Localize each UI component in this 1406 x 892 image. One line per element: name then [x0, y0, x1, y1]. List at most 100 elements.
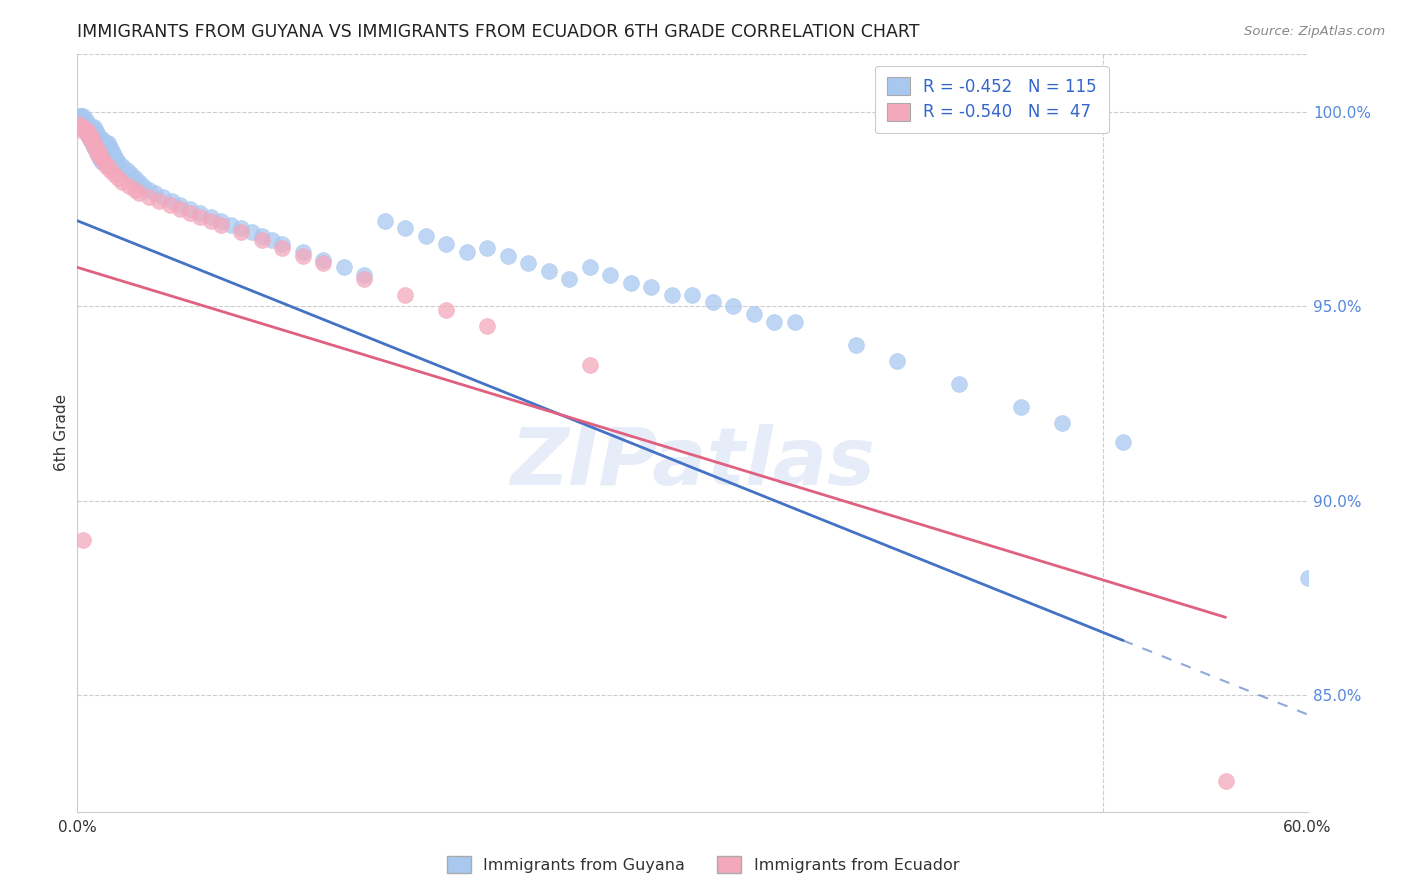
- Point: [89, 136, 111, 150]
- Point: [79, 132, 101, 146]
- Point: [72, 120, 94, 135]
- Point: [231, 226, 253, 240]
- Point: [101, 144, 124, 158]
- Point: [271, 241, 294, 255]
- Point: [456, 244, 478, 259]
- Point: [415, 229, 437, 244]
- Point: [67, 109, 90, 123]
- Y-axis label: 6th Grade: 6th Grade: [53, 394, 69, 471]
- Point: [67, 116, 90, 130]
- Point: [80, 128, 103, 143]
- Point: [353, 272, 375, 286]
- Point: [763, 315, 786, 329]
- Point: [72, 116, 94, 130]
- Point: [394, 221, 416, 235]
- Point: [1215, 773, 1237, 788]
- Point: [1296, 571, 1319, 585]
- Point: [250, 233, 273, 247]
- Point: [87, 144, 110, 158]
- Point: [72, 109, 94, 123]
- Point: [124, 183, 146, 197]
- Point: [143, 186, 166, 201]
- Point: [76, 124, 98, 138]
- Point: [661, 287, 683, 301]
- Point: [93, 155, 115, 169]
- Point: [83, 136, 105, 150]
- Point: [250, 229, 273, 244]
- Point: [103, 147, 125, 161]
- Point: [132, 178, 155, 193]
- Point: [702, 295, 724, 310]
- Point: [179, 202, 201, 216]
- Point: [291, 249, 314, 263]
- Point: [1112, 435, 1135, 450]
- Point: [70, 116, 93, 130]
- Point: [72, 124, 94, 138]
- Point: [97, 136, 120, 150]
- Point: [152, 190, 174, 204]
- Point: [640, 280, 662, 294]
- Point: [75, 124, 97, 138]
- Point: [948, 377, 970, 392]
- Point: [93, 136, 115, 150]
- Point: [72, 112, 94, 127]
- Point: [353, 268, 375, 282]
- Point: [271, 237, 294, 252]
- Point: [84, 124, 107, 138]
- Point: [84, 140, 107, 154]
- Point: [111, 175, 134, 189]
- Point: [886, 353, 908, 368]
- Point: [312, 252, 335, 267]
- Point: [75, 120, 97, 135]
- Point: [94, 159, 117, 173]
- Point: [169, 202, 191, 216]
- Point: [79, 124, 101, 138]
- Point: [76, 128, 98, 143]
- Point: [128, 186, 150, 201]
- Point: [79, 132, 101, 146]
- Point: [97, 159, 120, 173]
- Point: [70, 120, 93, 135]
- Point: [115, 163, 138, 178]
- Text: ZIPatlas: ZIPatlas: [510, 424, 875, 502]
- Point: [67, 112, 90, 127]
- Point: [83, 128, 105, 143]
- Point: [80, 124, 103, 138]
- Legend: Immigrants from Guyana, Immigrants from Ecuador: Immigrants from Guyana, Immigrants from …: [440, 849, 966, 880]
- Point: [90, 136, 114, 150]
- Point: [477, 318, 499, 333]
- Point: [723, 299, 745, 313]
- Point: [124, 170, 146, 185]
- Point: [517, 256, 540, 270]
- Point: [76, 116, 98, 130]
- Point: [477, 241, 499, 255]
- Point: [200, 213, 222, 227]
- Point: [75, 112, 97, 127]
- Point: [87, 136, 110, 150]
- Point: [105, 152, 128, 166]
- Point: [160, 194, 183, 209]
- Point: [231, 221, 253, 235]
- Point: [742, 307, 765, 321]
- Point: [90, 132, 114, 146]
- Point: [87, 147, 110, 161]
- Point: [209, 213, 232, 227]
- Point: [98, 140, 121, 154]
- Point: [94, 136, 117, 150]
- Point: [87, 128, 110, 143]
- Point: [89, 152, 111, 166]
- Point: [537, 264, 560, 278]
- Point: [70, 112, 93, 127]
- Point: [76, 124, 98, 138]
- Point: [138, 183, 160, 197]
- Point: [84, 128, 107, 143]
- Point: [75, 116, 97, 130]
- Point: [262, 233, 284, 247]
- Point: [79, 120, 101, 135]
- Point: [159, 198, 181, 212]
- Point: [188, 206, 212, 220]
- Point: [84, 144, 107, 158]
- Point: [179, 206, 201, 220]
- Point: [98, 163, 121, 178]
- Point: [117, 178, 139, 193]
